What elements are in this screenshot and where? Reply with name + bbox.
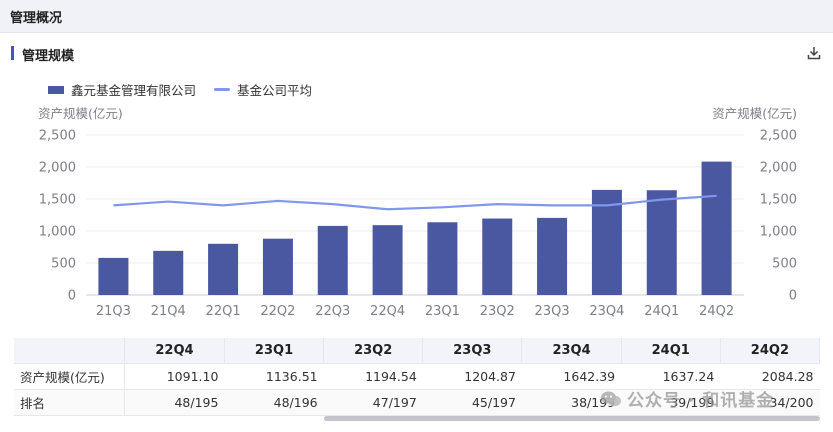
y-tick-label-right: 1,500: [760, 193, 797, 208]
legend-line-swatch: [214, 88, 231, 91]
legend-bar-label: 鑫元基金管理有限公司: [71, 83, 197, 98]
x-tick-label: 24Q2: [699, 304, 734, 319]
table-column-header: 23Q4: [521, 338, 622, 364]
x-tick-label: 24Q1: [644, 304, 679, 319]
bar: [98, 257, 129, 295]
bar: [701, 161, 732, 295]
panel-title: 管理概况: [10, 11, 63, 26]
asset-scale-chart: 0 0 500 500 1,000 1,000 1,500 1,500 2,000 2,000 2,…: [38, 106, 797, 319]
average-line: [113, 194, 717, 211]
table-column-header: 23Q3: [422, 338, 523, 364]
table-column-header: 22Q4: [124, 338, 225, 364]
x-tick-label: 23Q1: [425, 304, 460, 319]
bar: [482, 218, 513, 295]
x-tick-label: 22Q3: [315, 304, 350, 319]
table-header-row: 22Q4 23Q1 23Q2 23Q3 23Q4 24Q1 24Q2: [14, 338, 821, 364]
x-tick-label: 23Q3: [535, 304, 570, 319]
x-tick-label: 21Q4: [151, 304, 186, 319]
y-axis-title-right: 资产规模(亿元): [712, 106, 797, 121]
panel-header: 管理概况: [0, 0, 833, 33]
table-cell: 39/199: [621, 389, 721, 416]
section-accent-bar: [11, 46, 14, 60]
x-tick-label: 23Q2: [480, 304, 515, 319]
y-tick-label-right: 2,500: [760, 129, 797, 144]
y-tick-label-right: 0: [789, 289, 797, 304]
bar: [317, 225, 348, 295]
y-tick-label-left: 1,500: [39, 193, 76, 208]
watermark: 公众号 · 和讯基金: [600, 386, 774, 411]
table-cell: 1194.54: [323, 363, 423, 390]
table-column-header: 23Q2: [323, 338, 424, 364]
table-column-header: 23Q1: [224, 338, 325, 364]
bar: [646, 190, 677, 295]
legend-bar-swatch: [48, 85, 64, 94]
y-tick-label-right: 1,000: [760, 225, 797, 240]
table-cell: 1091.10: [124, 363, 225, 390]
table-row-label: 资产规模(亿元): [14, 363, 125, 390]
table-cell: 34/200: [720, 389, 820, 416]
section-title: 管理规模: [22, 49, 75, 64]
y-tick-label-left: 0: [68, 289, 76, 304]
y-tick-label-right: 2,000: [760, 161, 797, 176]
table-cell: 48/196: [224, 389, 324, 416]
table-horizontal-scrollbar[interactable]: [324, 416, 820, 421]
table-column-header: 24Q2: [720, 338, 821, 364]
legend-item-bar[interactable]: 鑫元基金管理有限公司: [48, 80, 196, 99]
bar: [153, 250, 184, 295]
x-tick-label: 23Q4: [589, 304, 624, 319]
asset-ranking-table: 22Q4 23Q1 23Q2 23Q3 23Q4 24Q1 24Q2 资产规模(亿元) 109…: [14, 338, 821, 416]
y-axis-title-left: 资产规模(亿元): [38, 106, 123, 121]
table-cell: 1637.24: [621, 363, 721, 390]
table-row: 资产规模(亿元) 1091.10 1136.51 1194.54 1204.87 1642…: [14, 363, 820, 390]
x-tick-label: 22Q2: [260, 304, 295, 319]
wechat-icon: [601, 391, 621, 406]
y-tick-label-left: 1,000: [39, 225, 76, 240]
table-cell: 2084.28: [720, 363, 820, 390]
y-tick-label-right: 500: [772, 257, 797, 272]
table-row-label: 排名: [14, 389, 125, 416]
x-tick-label: 21Q3: [96, 304, 131, 319]
table-cell: 45/197: [422, 389, 522, 416]
bar: [262, 238, 293, 295]
table-corner-cell: [14, 338, 125, 364]
table-cell: 1642.39: [521, 363, 622, 390]
bar: [591, 189, 622, 295]
y-tick-label-left: 2,000: [39, 161, 76, 176]
y-tick-label-left: 2,500: [39, 129, 76, 144]
table-cell: 47/197: [323, 389, 423, 416]
y-tick-label-left: 500: [51, 257, 76, 272]
x-tick-label: 22Q4: [370, 304, 405, 319]
bar: [427, 222, 458, 295]
x-tick-label: 22Q1: [206, 304, 241, 319]
table-row: 排名 48/195 48/196 47/197 45/197 38/199 39/199 34…: [14, 389, 820, 416]
bar: [372, 225, 403, 295]
legend-line-label: 基金公司平均: [237, 83, 313, 98]
watermark-text: 公众号 · 和讯基金: [627, 391, 775, 411]
table-cell: 1204.87: [422, 363, 522, 390]
download-icon[interactable]: [806, 45, 822, 61]
chart-legend: 鑫元基金管理有限公司 基金公司平均: [48, 80, 330, 99]
legend-item-line[interactable]: 基金公司平均: [214, 80, 312, 99]
bar: [208, 243, 239, 295]
bar: [537, 217, 568, 295]
table-cell: 1136.51: [224, 363, 324, 390]
table-column-header: 24Q1: [621, 338, 721, 364]
table-cell: 48/195: [124, 389, 225, 416]
